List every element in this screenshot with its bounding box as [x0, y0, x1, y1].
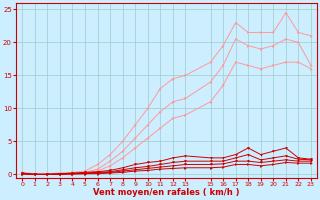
X-axis label: Vent moyen/en rafales ( km/h ): Vent moyen/en rafales ( km/h ) [93, 188, 240, 197]
